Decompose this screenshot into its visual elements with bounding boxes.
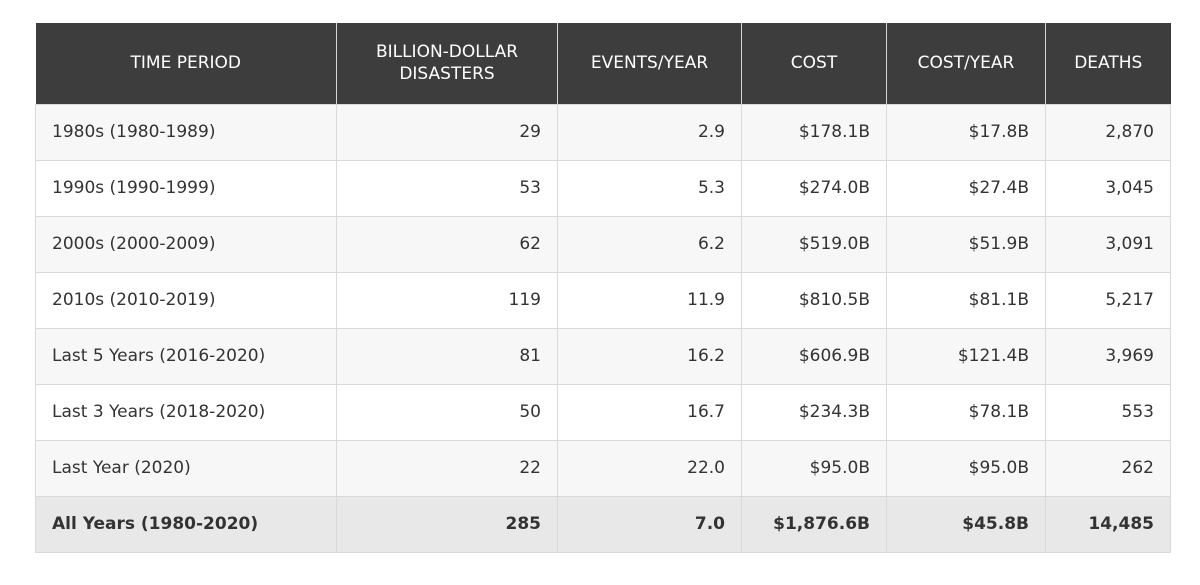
cell-disasters: 50 [336, 383, 558, 441]
cell-disasters: 29 [336, 103, 558, 161]
table-row: 1990s (1990-1999) 53 5.3 $274.0B $27.4B … [35, 159, 1171, 217]
table-row: Last Year (2020) 22 22.0 $95.0B $95.0B 2… [35, 439, 1171, 497]
cell-events-per-year: 7.0 [557, 495, 742, 553]
cell-time-period: Last 3 Years (2018-2020) [35, 383, 337, 441]
cell-deaths: 5,217 [1045, 271, 1171, 329]
cell-time-period: All Years (1980-2020) [35, 495, 337, 553]
table-row: Last 3 Years (2018-2020) 50 16.7 $234.3B… [35, 383, 1171, 441]
cell-cost: $1,876.6B [741, 495, 887, 553]
cell-deaths: 3,091 [1045, 215, 1171, 273]
cell-cost-per-year: $51.9B [886, 215, 1046, 273]
cell-cost: $178.1B [741, 103, 887, 161]
cell-cost-per-year: $95.0B [886, 439, 1046, 497]
cell-cost: $606.9B [741, 327, 887, 385]
header-deaths: DEATHS [1045, 23, 1171, 104]
cell-time-period: Last Year (2020) [35, 439, 337, 497]
cell-disasters: 62 [336, 215, 558, 273]
cell-cost: $95.0B [741, 439, 887, 497]
cell-cost-per-year: $121.4B [886, 327, 1046, 385]
cell-deaths: 14,485 [1045, 495, 1171, 553]
cell-time-period: 1990s (1990-1999) [35, 159, 337, 217]
header-time-period: TIME PERIOD [35, 23, 337, 104]
cell-time-period: Last 5 Years (2016-2020) [35, 327, 337, 385]
cell-deaths: 553 [1045, 383, 1171, 441]
cell-events-per-year: 5.3 [557, 159, 742, 217]
disaster-summary-table-container: TIME PERIOD BILLION-DOLLAR DISASTERS EVE… [35, 23, 1171, 553]
table-row: Last 5 Years (2016-2020) 81 16.2 $606.9B… [35, 327, 1171, 385]
header-cost-per-year: COST/YEAR [886, 23, 1046, 104]
cell-events-per-year: 11.9 [557, 271, 742, 329]
table-row: 2000s (2000-2009) 62 6.2 $519.0B $51.9B … [35, 215, 1171, 273]
cell-events-per-year: 22.0 [557, 439, 742, 497]
cell-cost: $810.5B [741, 271, 887, 329]
cell-disasters: 81 [336, 327, 558, 385]
cell-deaths: 262 [1045, 439, 1171, 497]
cell-cost-per-year: $45.8B [886, 495, 1046, 553]
header-billion-dollar-disasters: BILLION-DOLLAR DISASTERS [336, 23, 558, 104]
cell-deaths: 3,969 [1045, 327, 1171, 385]
cell-events-per-year: 16.7 [557, 383, 742, 441]
header-row: TIME PERIOD BILLION-DOLLAR DISASTERS EVE… [35, 23, 1171, 104]
cell-events-per-year: 6.2 [557, 215, 742, 273]
cell-deaths: 3,045 [1045, 159, 1171, 217]
cell-disasters: 119 [336, 271, 558, 329]
cell-cost: $519.0B [741, 215, 887, 273]
cell-cost: $274.0B [741, 159, 887, 217]
cell-events-per-year: 2.9 [557, 103, 742, 161]
cell-cost-per-year: $27.4B [886, 159, 1046, 217]
table-row: 1980s (1980-1989) 29 2.9 $178.1B $17.8B … [35, 103, 1171, 161]
cell-disasters: 285 [336, 495, 558, 553]
cell-deaths: 2,870 [1045, 103, 1171, 161]
disaster-summary-table: TIME PERIOD BILLION-DOLLAR DISASTERS EVE… [35, 23, 1171, 553]
cell-time-period: 2010s (2010-2019) [35, 271, 337, 329]
cell-cost-per-year: $17.8B [886, 103, 1046, 161]
total-row: All Years (1980-2020) 285 7.0 $1,876.6B … [35, 495, 1171, 553]
header-events-per-year: EVENTS/YEAR [557, 23, 742, 104]
cell-disasters: 22 [336, 439, 558, 497]
cell-disasters: 53 [336, 159, 558, 217]
table-row: 2010s (2010-2019) 119 11.9 $810.5B $81.1… [35, 271, 1171, 329]
cell-time-period: 1980s (1980-1989) [35, 103, 337, 161]
header-cost: COST [741, 23, 887, 104]
cell-events-per-year: 16.2 [557, 327, 742, 385]
cell-cost-per-year: $81.1B [886, 271, 1046, 329]
cell-cost-per-year: $78.1B [886, 383, 1046, 441]
cell-cost: $234.3B [741, 383, 887, 441]
cell-time-period: 2000s (2000-2009) [35, 215, 337, 273]
